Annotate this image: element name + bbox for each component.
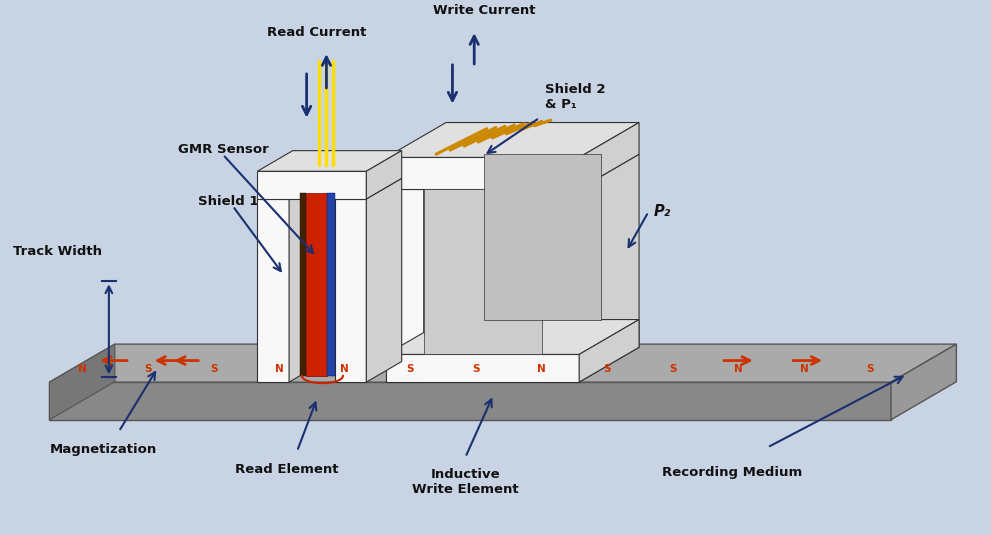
Polygon shape	[305, 193, 327, 376]
Polygon shape	[579, 123, 639, 189]
Text: Inductive
Write Element: Inductive Write Element	[412, 468, 518, 496]
Text: S: S	[604, 364, 610, 374]
Polygon shape	[289, 178, 324, 382]
Text: N: N	[275, 364, 283, 374]
Polygon shape	[386, 157, 579, 189]
Text: S: S	[210, 364, 217, 374]
Polygon shape	[386, 154, 484, 189]
Polygon shape	[50, 344, 956, 382]
Polygon shape	[386, 189, 424, 382]
Polygon shape	[484, 154, 602, 319]
Text: S: S	[406, 364, 414, 374]
Polygon shape	[335, 199, 367, 382]
Polygon shape	[541, 189, 579, 382]
Text: Shield 2
& P₁: Shield 2 & P₁	[544, 83, 606, 111]
Polygon shape	[258, 178, 324, 199]
Text: S: S	[669, 364, 677, 374]
Polygon shape	[386, 319, 639, 354]
Polygon shape	[891, 344, 956, 420]
Text: P₂: P₂	[653, 204, 671, 219]
Text: N: N	[78, 364, 87, 374]
Polygon shape	[258, 151, 401, 171]
Text: Write Current: Write Current	[433, 4, 535, 17]
Polygon shape	[367, 151, 401, 199]
Text: N: N	[800, 364, 809, 374]
Polygon shape	[579, 154, 639, 382]
Polygon shape	[258, 199, 289, 382]
Text: N: N	[537, 364, 546, 374]
Polygon shape	[386, 123, 639, 157]
Polygon shape	[579, 319, 639, 382]
Text: N: N	[734, 364, 742, 374]
Polygon shape	[424, 189, 541, 354]
Polygon shape	[335, 178, 401, 199]
Text: N: N	[340, 364, 349, 374]
Polygon shape	[541, 154, 639, 189]
Polygon shape	[327, 193, 335, 376]
Polygon shape	[258, 171, 367, 199]
Polygon shape	[50, 382, 891, 420]
Text: Magnetization: Magnetization	[50, 443, 157, 456]
Text: Read Element: Read Element	[235, 463, 339, 476]
Polygon shape	[424, 154, 484, 382]
Text: Track Width: Track Width	[13, 245, 102, 258]
Text: Shield 1: Shield 1	[198, 195, 259, 209]
Polygon shape	[299, 193, 305, 376]
Text: Recording Medium: Recording Medium	[663, 466, 803, 479]
Text: Read Current: Read Current	[267, 26, 367, 39]
Text: S: S	[472, 364, 480, 374]
Polygon shape	[50, 344, 115, 420]
Polygon shape	[367, 178, 401, 382]
Text: S: S	[145, 364, 152, 374]
Text: GMR Sensor: GMR Sensor	[178, 143, 269, 156]
Text: S: S	[866, 364, 873, 374]
Polygon shape	[386, 354, 579, 382]
